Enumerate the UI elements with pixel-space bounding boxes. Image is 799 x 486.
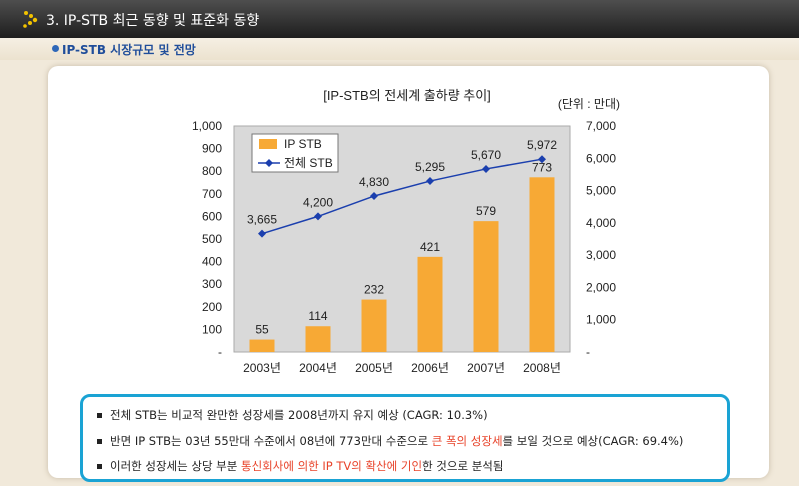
bar <box>249 339 275 352</box>
right-tick-label: 7,000 <box>586 119 616 133</box>
note-item: 반면 IP STB는 03년 55만대 수준에서 08년에 773만대 수준으로… <box>97 433 683 449</box>
note-text: 전체 STB는 비교적 완만한 성장세를 2008년까지 유지 예상 (CAGR… <box>110 408 488 422</box>
right-tick-label: 2,000 <box>586 280 616 294</box>
line-label: 4,830 <box>359 175 389 189</box>
x-tick-label: 2005년 <box>355 361 393 375</box>
bar <box>417 256 443 352</box>
left-tick-label: 400 <box>202 255 222 269</box>
square-bullet-icon <box>97 464 102 469</box>
line-point <box>538 155 546 164</box>
subsection-title: IP-STB 시장규모 및 전망 <box>62 43 196 57</box>
right-tick-label: 1,000 <box>586 313 616 327</box>
line-series <box>261 158 543 235</box>
left-tick-label: 100 <box>202 322 222 336</box>
square-bullet-icon <box>97 413 102 418</box>
line-label: 5,670 <box>471 148 501 162</box>
line-point <box>258 229 266 238</box>
line-label: 5,295 <box>415 160 445 174</box>
left-tick-label: 700 <box>202 187 222 201</box>
bar-label: 114 <box>308 309 327 323</box>
line-label: 3,665 <box>247 213 277 227</box>
note-highlight: 통신회사에 의한 IP TV의 확산에 기인 <box>241 459 423 473</box>
bar-label: 55 <box>255 323 269 337</box>
bar-label: 773 <box>532 160 552 174</box>
bar <box>529 177 555 352</box>
bar <box>473 221 499 352</box>
note-text: 한 것으로 분석됨 <box>422 459 504 473</box>
x-tick-label: 2004년 <box>299 361 337 375</box>
line-label: 4,200 <box>303 195 333 209</box>
note-text: 반면 IP STB는 03년 55만대 수준에서 08년에 773만대 수준으로 <box>110 434 432 448</box>
section-title-bar: 3. IP-STB 최근 동향 및 표준화 동향 <box>0 0 799 38</box>
note-item: 전체 STB는 비교적 완만한 성장세를 2008년까지 유지 예상 (CAGR… <box>97 407 488 423</box>
bullet-icon <box>52 45 59 52</box>
legend-label: 전체 STB <box>284 156 333 170</box>
subsection-row: IP-STB 시장규모 및 전망 <box>0 38 799 60</box>
left-tick-label: 200 <box>202 300 222 314</box>
legend-swatch-bar <box>259 139 277 149</box>
right-tick-label: 5,000 <box>586 184 616 198</box>
note-highlight: 큰 폭의 성장세 <box>431 434 503 448</box>
x-tick-label: 2007년 <box>467 361 505 375</box>
note-text: 이러한 성장세는 상당 부분 <box>110 459 242 473</box>
right-tick-label: 6,000 <box>586 151 616 165</box>
section-title: 3. IP-STB 최근 동향 및 표준화 동향 <box>46 13 260 29</box>
note-item: 이러한 성장세는 상당 부분 통신회사에 의한 IP TV의 확산에 기인한 것… <box>97 458 503 474</box>
line-point <box>482 164 490 173</box>
left-tick-label: 1,000 <box>192 119 222 133</box>
left-tick-label: - <box>218 345 222 359</box>
note-text: 를 보일 것으로 예상(CAGR: 69.4%) <box>502 434 684 448</box>
dots-icon <box>23 11 38 28</box>
unit-label: (단위 : 만대) <box>558 97 620 111</box>
left-tick-label: 500 <box>202 232 222 246</box>
line-point <box>370 192 378 201</box>
right-tick-label: 4,000 <box>586 216 616 230</box>
line-point <box>426 177 434 186</box>
square-bullet-icon <box>97 439 102 444</box>
right-tick-label: - <box>586 345 590 359</box>
bar-label: 421 <box>420 240 440 254</box>
x-tick-label: 2003년 <box>243 361 281 375</box>
left-tick-label: 800 <box>202 164 222 178</box>
line-point <box>314 212 322 221</box>
bar-label: 579 <box>476 204 496 218</box>
x-tick-label: 2006년 <box>411 361 449 375</box>
line-label: 5,972 <box>527 138 557 152</box>
notes-box: 전체 STB는 비교적 완만한 성장세를 2008년까지 유지 예상 (CAGR… <box>80 394 730 482</box>
left-tick-label: 900 <box>202 142 222 156</box>
legend-label: IP STB <box>284 137 322 151</box>
chart-title: [IP-STB의 전세계 출하량 추이] <box>323 88 491 103</box>
x-tick-label: 2008년 <box>523 361 561 375</box>
left-tick-label: 300 <box>202 277 222 291</box>
bar-label: 232 <box>364 283 384 297</box>
left-tick-label: 600 <box>202 209 222 223</box>
legend-marker <box>265 159 273 167</box>
bar <box>305 326 331 352</box>
bar <box>361 299 387 352</box>
right-tick-label: 3,000 <box>586 248 616 262</box>
